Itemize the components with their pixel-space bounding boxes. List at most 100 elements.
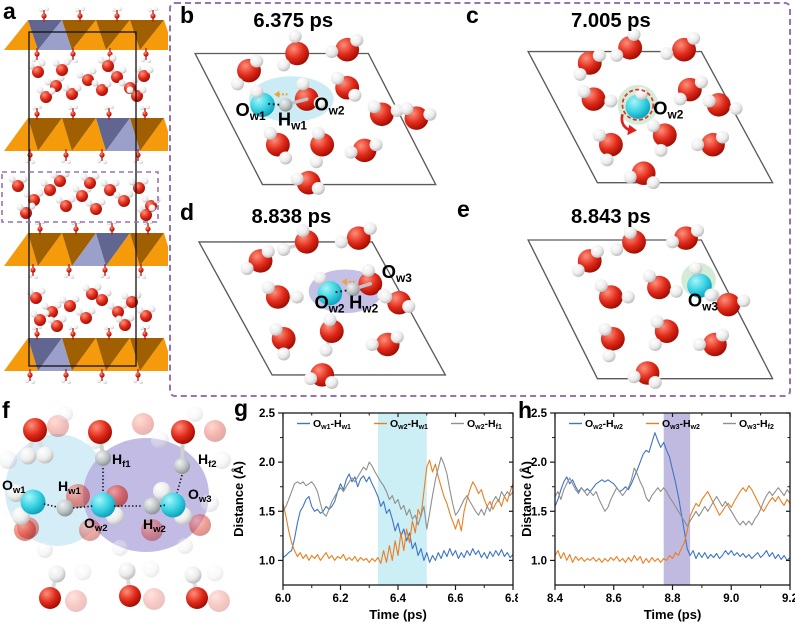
polyhedron [96,233,130,266]
atom-label: Hw2 [143,516,166,535]
surface-oxygen [106,111,112,117]
water-molecule [82,283,102,300]
legend-label: Ow3​-Hf2​ [739,418,774,431]
atom-hydrogen [7,484,25,502]
water-molecule [75,307,96,324]
atom-hydrogen [96,378,102,384]
atom-hydrogen [72,295,80,303]
x-tick-label: 9.0 [723,593,739,605]
atom-label: Ow3 [382,262,413,285]
atom-label: Hw2 [349,293,379,316]
ghost-atom [142,560,160,578]
label-subscript: w1 [12,485,26,496]
atom-hydrogen [127,314,135,322]
atom-oxygen [112,306,124,318]
ghost-atom [187,406,203,422]
atom-hydrogen [76,219,82,225]
y-tick-label: 1.5 [259,506,276,518]
atom-hydrogen [138,379,144,385]
atom-hydrogen [153,196,161,204]
panel-h-distance-chart: 8.4 8.6 8.8 9.0 9.2 1.0 1.5 2.0 2.5 Time (ps) Dist… [519,408,795,622]
ghost-atom [74,563,92,581]
polyhedron [96,118,130,151]
y-tick-label: 2.0 [531,457,547,469]
legend-subscript: w3 [746,424,756,431]
surface-oxygen [37,226,43,232]
atom-hydrogen [80,173,88,181]
atom-oxygen [138,70,150,82]
bottom-hydroxyl [184,564,230,612]
water-molecule [36,86,56,103]
tracked-oxygen [625,94,651,119]
surface-oxygen [34,331,40,337]
atom-hydrogen [42,309,50,317]
water-molecule [52,58,71,76]
x-tick-label: 6.2 [333,593,349,605]
atom-hydrogen [109,104,115,110]
atom-hydrogen [648,338,662,351]
atom-hydrogen [36,189,44,197]
atom-hydrogen [400,102,414,116]
transferring-proton [346,282,360,297]
atom-oxygen [118,195,130,207]
event-time-band [663,413,691,585]
label-main: O [382,262,396,282]
polyhedron [130,118,164,151]
label-subscript: w3 [701,300,718,314]
atom-oxygen [140,209,152,221]
x-tick-label: 6.6 [448,593,464,605]
atom-hydrogen [38,287,46,295]
atom-hydrogen [74,84,82,92]
bottom-hydroxyl [118,560,165,610]
polyhedron [28,118,62,151]
atom-hydrogen [98,198,106,206]
water-molecule [571,244,604,277]
proton-transfer-arrow [341,278,355,286]
label-subscript: w2 [152,524,166,535]
panel-letter-e: e [457,196,470,222]
atom-oxygen [96,84,108,96]
polyhedron [62,20,96,50]
panel-letter-c: c [466,2,479,28]
polyhedron [62,233,96,266]
atom-hydrogen [263,126,277,140]
atom-hydrogen [103,105,109,111]
label-main: H [278,110,291,130]
atom-oxygen [618,36,643,60]
atom-oxygen [186,587,208,609]
atom-hydrogen [68,195,76,203]
water-molecule [365,330,404,357]
framework-oxygen [171,420,195,444]
atom-hydrogen [423,107,437,121]
atom-hydrogen [40,179,48,187]
atom-oxygen [104,184,116,196]
atom-hydrogen [50,171,58,179]
label-subscript: w3 [198,494,212,505]
atom-oxygen [319,319,344,343]
x-axis-label: Time (ps) [369,607,427,622]
polyhedron [62,338,96,371]
legend-subscript: w2 [474,424,484,431]
legend-subscript: w2 [397,424,407,431]
snapshot-time-label: 8.843 ps [571,206,651,228]
proton-transfer-arrow [274,90,288,98]
y-axis-label: Distance (Å) [519,461,534,537]
series-line [554,485,791,564]
water-molecule [577,85,618,111]
water-molecule [269,322,296,361]
atom-oxygen [672,37,696,62]
surface-oxygen [145,226,151,232]
atom-hydrogen [379,290,393,304]
ghost-atom [189,514,211,536]
water-molecule [331,71,362,102]
water-molecule [91,79,112,96]
atom-hydrogen [669,284,683,298]
atom-hydrogen [128,178,136,186]
atom-hydrogen [230,77,244,91]
atom-hydrogen [153,6,159,12]
atom-hydrogen [694,75,708,89]
atom-hydrogen [36,86,44,94]
atom-hydrogen [363,222,377,236]
atom-label: Ow2 [314,95,345,118]
framework-proton [174,458,190,474]
